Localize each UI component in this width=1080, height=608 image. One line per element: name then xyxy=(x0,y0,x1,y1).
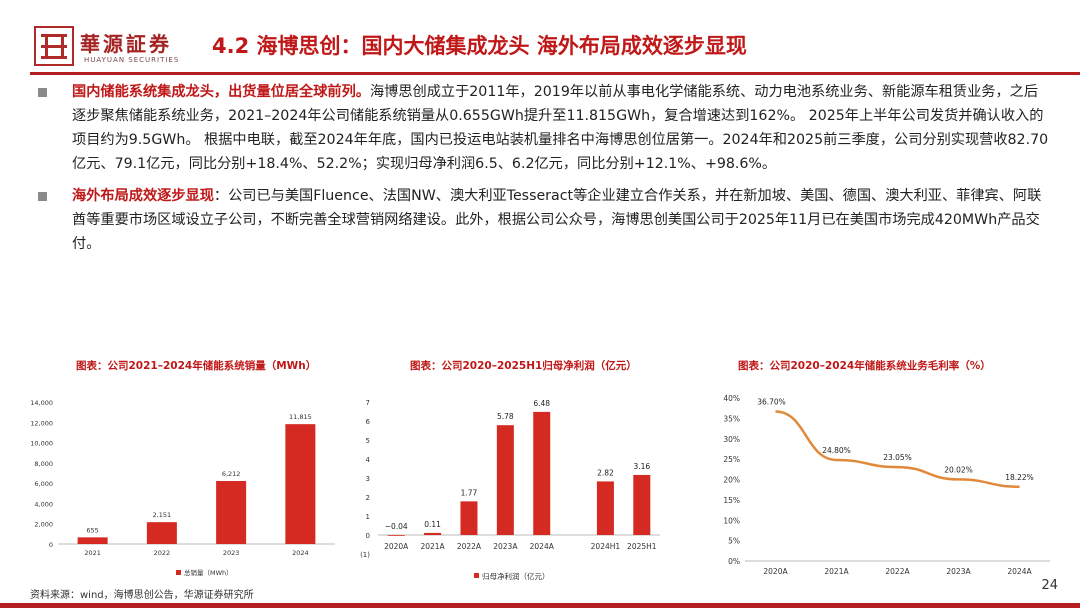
y-tick-label: 1 xyxy=(366,513,370,521)
square-bullet-icon xyxy=(38,88,47,97)
y-tick-label: 0% xyxy=(728,557,740,566)
footer-bar xyxy=(0,603,1080,608)
y-tick-label: 12,000 xyxy=(30,419,53,427)
paragraph-overseas: 海外布局成效逐步显现：公司已与美国Fluence、法国NW、澳大利亚Tesser… xyxy=(38,184,1052,256)
y-tick-label: 25% xyxy=(723,455,740,464)
series-line xyxy=(775,410,1020,489)
data-label: 6.48 xyxy=(533,399,550,408)
x-tick-label: 2021A xyxy=(824,567,849,576)
paragraph-domestic: 国内储能系统集成龙头，出货量位居全球前列。海博思创成立于2011年，2019年以… xyxy=(38,80,1052,176)
x-tick-label: 2023 xyxy=(223,549,240,557)
data-label: 1.77 xyxy=(461,488,478,497)
x-tick-label: 2023A xyxy=(946,567,971,576)
bar xyxy=(533,411,551,535)
x-tick-label: 2022 xyxy=(154,549,171,557)
chart-title-gross-margin: 图表：公司2020–2024年储能系统业务毛利率（%） xyxy=(738,360,991,372)
x-tick-label: 2021A xyxy=(420,542,445,551)
x-tick-label: 2020A xyxy=(384,542,409,551)
data-label: 36.70% xyxy=(757,397,786,406)
data-label: −0.04 xyxy=(385,522,408,531)
data-label: 6,212 xyxy=(222,470,241,478)
chart-gross-margin: 0% 5% 10% 15% 20% 25% 30% 35% 40% 2020A 36.70% 2021… xyxy=(723,394,1050,576)
logo-emblem-icon xyxy=(34,26,74,66)
chart-net-profit: (1) 0 1 2 3 4 5 6 7 −0.04 2020A 0.11 2021A 1.77 2022A 5… xyxy=(360,399,660,581)
y-tick-label: 5 xyxy=(366,437,370,445)
data-label: 23.05% xyxy=(883,453,912,462)
y-tick-label: 0 xyxy=(366,532,370,540)
x-tick-label: 2025H1 xyxy=(627,542,657,551)
data-label: 5.78 xyxy=(497,412,514,421)
bar xyxy=(216,480,247,544)
paragraph-highlight: 海外布局成效逐步显现 xyxy=(72,188,214,204)
y-tick-label: 4 xyxy=(366,456,371,464)
y-tick-label: (1) xyxy=(360,551,370,559)
y-tick-label: 40% xyxy=(723,394,740,403)
x-tick-label: 2023A xyxy=(493,542,518,551)
data-label: 3.16 xyxy=(633,462,650,471)
x-tick-label: 2024 xyxy=(292,549,309,557)
chart-title-net-profit: 图表：公司2020–2025H1归母净利润（亿元） xyxy=(410,360,637,372)
y-tick-label: 10,000 xyxy=(30,440,53,448)
chart-title-sales-volume: 图表：公司2021–2024年储能系统销量（MWh） xyxy=(76,360,317,372)
x-tick-label: 2024H1 xyxy=(591,542,621,551)
y-tick-label: 20% xyxy=(723,476,740,485)
y-tick-label: 2 xyxy=(366,494,370,502)
source-note: 资料来源：wind，海博思创公告，华源证券研究所 xyxy=(30,590,254,601)
bar xyxy=(77,537,108,544)
logo-english-name: HUAYUAN SECURITIES xyxy=(84,56,180,64)
y-tick-label: 6,000 xyxy=(34,480,53,488)
bar xyxy=(285,424,316,544)
y-tick-label: 15% xyxy=(723,496,740,505)
y-tick-label: 0 xyxy=(49,541,53,549)
data-label: 18.22% xyxy=(1005,473,1034,482)
legend-swatch xyxy=(474,573,479,578)
y-tick-label: 5% xyxy=(728,537,740,546)
y-tick-label: 7 xyxy=(366,399,370,407)
bar xyxy=(387,535,405,536)
bar xyxy=(424,532,442,535)
data-label: 2.82 xyxy=(597,468,614,477)
paragraph-body: ：公司已与美国Fluence、法国NW、澳大利亚Tesseract等企业建立合作… xyxy=(72,188,1042,252)
y-tick-label: 14,000 xyxy=(30,399,53,407)
bar xyxy=(460,501,478,535)
slide-title: 4.2 海博思创：国内大储集成龙头 海外布局成效逐步显现 xyxy=(212,34,747,58)
y-tick-label: 6 xyxy=(366,418,371,426)
y-tick-label: 30% xyxy=(723,435,740,444)
bar xyxy=(146,522,177,544)
x-tick-label: 2021 xyxy=(84,549,101,557)
data-label: 24.80% xyxy=(822,446,851,455)
data-label: 20.02% xyxy=(944,465,973,474)
y-tick-label: 2,000 xyxy=(34,521,53,529)
logo-chinese-name: 華源証券 xyxy=(80,32,172,56)
bar xyxy=(496,425,514,535)
data-label: 11,815 xyxy=(289,413,312,421)
paragraph-body: 海博思创成立于2011年，2019年以前从事电化学储能系统、动力电池系统业务、新… xyxy=(72,84,1049,172)
data-label: 2,151 xyxy=(153,511,172,519)
paragraph-highlight: 国内储能系统集成龙头，出货量位居全球前列。 xyxy=(72,84,370,100)
x-tick-label: 2024A xyxy=(1007,567,1032,576)
chart-sales-volume: 0 2,000 4,000 6,000 8,000 10,000 12,000 14,000 6… xyxy=(30,399,335,577)
x-tick-label: 2020A xyxy=(763,567,788,576)
legend-swatch xyxy=(176,570,181,575)
legend-label: 归母净利润（亿元） xyxy=(482,571,550,581)
company-logo: 華源証券 HUAYUAN SECURITIES xyxy=(34,24,194,72)
square-bullet-icon xyxy=(38,192,47,201)
page-number: 24 xyxy=(1041,578,1058,593)
x-tick-label: 2022A xyxy=(457,542,482,551)
header-divider xyxy=(30,72,1080,75)
x-tick-label: 2022A xyxy=(885,567,910,576)
x-tick-label: 2024A xyxy=(530,542,555,551)
bar xyxy=(596,481,614,535)
y-tick-label: 3 xyxy=(366,475,370,483)
data-label: 655 xyxy=(86,526,98,534)
bar xyxy=(633,474,651,535)
legend-label: 总销量（MWh） xyxy=(184,568,233,577)
data-label: 0.11 xyxy=(424,520,441,529)
y-tick-label: 4,000 xyxy=(34,500,53,508)
y-tick-label: 35% xyxy=(723,414,740,423)
y-tick-label: 10% xyxy=(723,516,740,525)
y-tick-label: 8,000 xyxy=(34,460,53,468)
